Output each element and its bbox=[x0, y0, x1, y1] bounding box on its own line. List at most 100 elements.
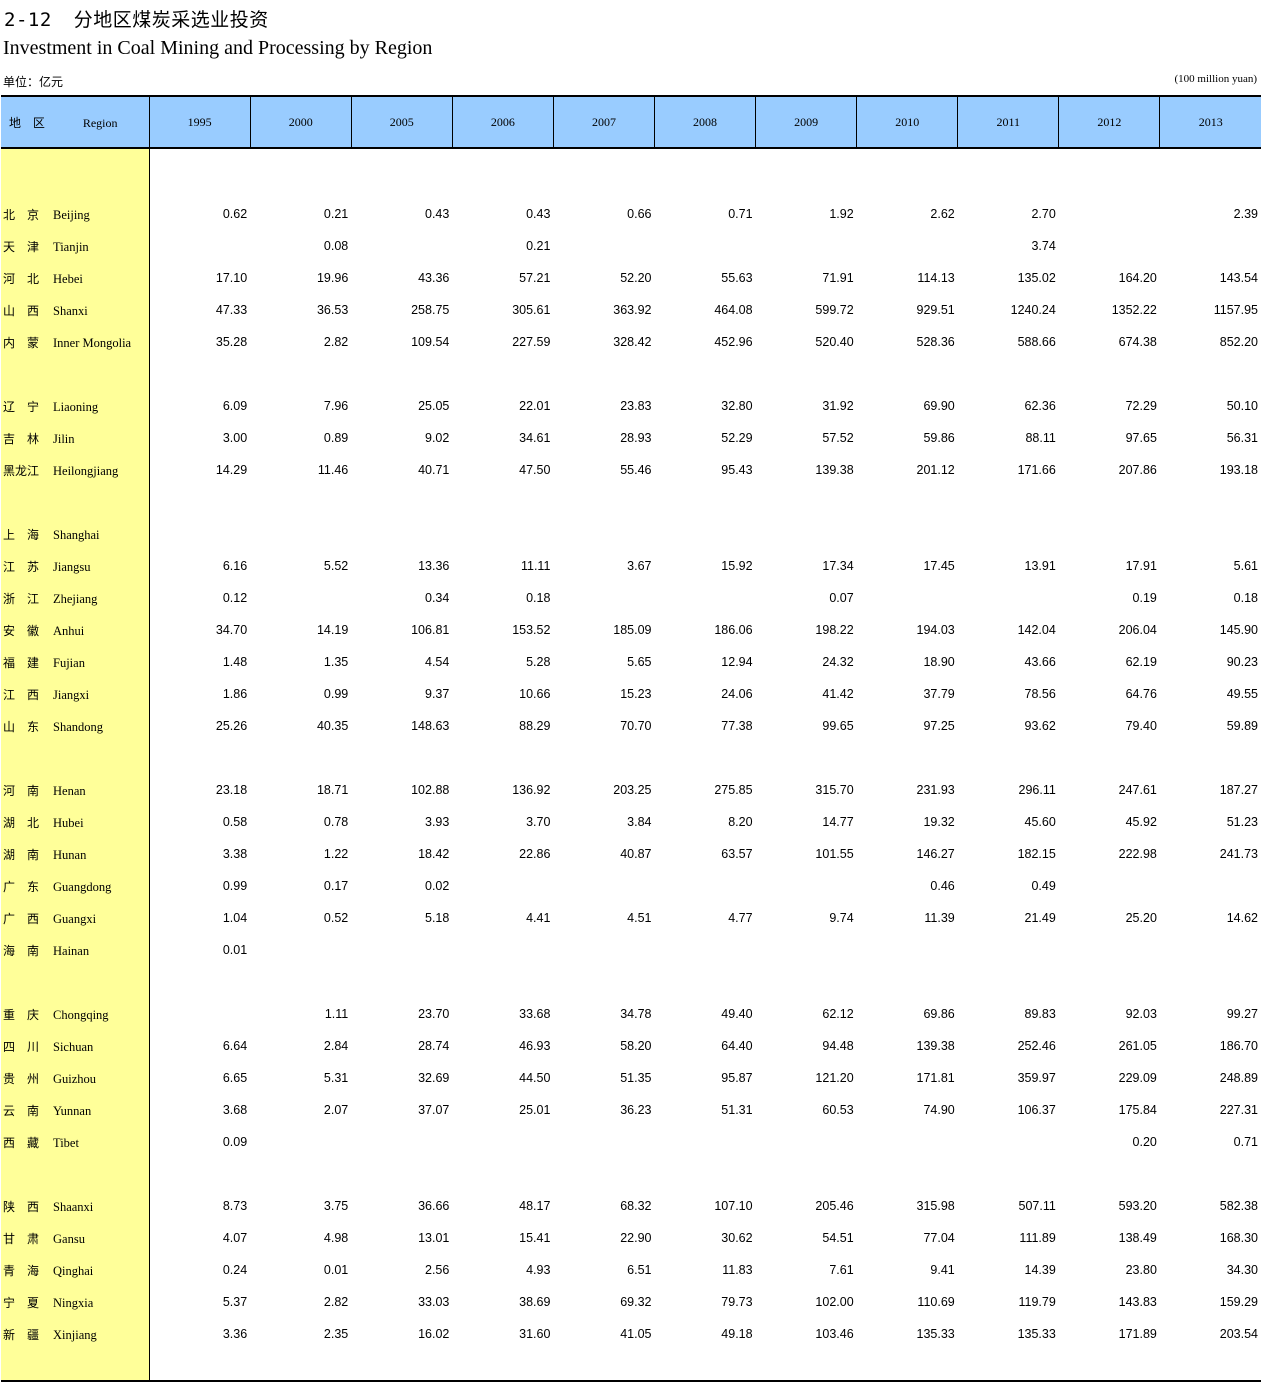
value-cell: 9.02 bbox=[425, 431, 450, 445]
region-name-en: Sichuan bbox=[53, 1039, 94, 1054]
region-name-en: Guizhou bbox=[53, 1071, 97, 1086]
value-cell: 36.23 bbox=[620, 1103, 652, 1117]
value-cell: 72.29 bbox=[1125, 399, 1157, 413]
year-column-header: 1995 bbox=[148, 95, 251, 149]
year-column-header: 2007 bbox=[552, 95, 655, 149]
table-number: 2-12 bbox=[4, 9, 52, 31]
value-cell: 14.39 bbox=[1024, 1263, 1056, 1277]
table-row: 四 川 Sichuan 6.64 2.84 28.74 46.93 58.20 64.40 94… bbox=[1, 1030, 1261, 1062]
value-cell bbox=[452, 934, 553, 966]
value-cell: 5.65 bbox=[627, 655, 652, 669]
value-cell: 205.46 bbox=[815, 1199, 854, 1213]
value-cell: 37.79 bbox=[923, 687, 955, 701]
value-cell bbox=[756, 230, 857, 262]
value-cell: 38.69 bbox=[519, 1295, 551, 1309]
table-row: 甘 肃 Gansu 4.07 4.98 13.01 15.41 22.90 30.62 54.5… bbox=[1, 1222, 1261, 1254]
value-cell bbox=[351, 230, 452, 262]
region-cell: 湖 南 Hunan bbox=[1, 838, 150, 870]
region-name-en: Tianjin bbox=[53, 239, 89, 254]
value-cell: 4.98 bbox=[323, 1231, 349, 1245]
value-cell: 229.09 bbox=[1118, 1071, 1157, 1085]
value-cell: 136.92 bbox=[512, 783, 551, 797]
value-cell: 28.74 bbox=[418, 1039, 450, 1053]
value-cell: 15.92 bbox=[721, 559, 753, 573]
value-cell: 78.56 bbox=[1024, 687, 1056, 701]
table-row: 山 西 Shanxi 47.33 36.53 258.75 305.61 363.92 464… bbox=[1, 294, 1261, 326]
value-cell: 0.71 bbox=[1233, 1135, 1258, 1149]
value-cell: 68.32 bbox=[620, 1199, 652, 1213]
region-cell: 云 南 Yunnan bbox=[1, 1094, 150, 1126]
value-cell bbox=[1059, 518, 1160, 550]
value-cell: 5.61 bbox=[1233, 559, 1258, 573]
value-cell: 146.27 bbox=[916, 847, 955, 861]
value-cell: 14.77 bbox=[822, 815, 854, 829]
value-cell: 0.01 bbox=[222, 943, 248, 957]
value-cell: 5.28 bbox=[526, 655, 551, 669]
region-cell: 重 庆 Chongqing bbox=[1, 998, 150, 1030]
value-cell: 106.37 bbox=[1017, 1103, 1056, 1117]
value-cell: 2.84 bbox=[323, 1039, 349, 1053]
value-cell: 135.33 bbox=[1017, 1327, 1056, 1341]
value-cell: 13.36 bbox=[418, 559, 450, 573]
value-cell: 135.02 bbox=[1017, 271, 1056, 285]
value-cell: 231.93 bbox=[916, 783, 955, 797]
table-title-en: Investment in Coal Mining and Processing… bbox=[3, 37, 433, 59]
value-cell: 62.19 bbox=[1125, 655, 1157, 669]
region-name-en: Shaanxi bbox=[53, 1199, 94, 1214]
value-cell: 119.79 bbox=[1018, 1295, 1056, 1309]
region-name-zh: 江 苏 bbox=[3, 559, 40, 574]
value-cell: 25.05 bbox=[418, 399, 450, 413]
value-cell: 139.38 bbox=[815, 463, 854, 477]
region-name-en: Yunnan bbox=[53, 1103, 92, 1118]
region-cell: 河 北 Hebei bbox=[1, 262, 150, 294]
value-cell: 23.18 bbox=[215, 783, 248, 797]
value-cell bbox=[452, 518, 553, 550]
value-cell: 0.18 bbox=[1233, 591, 1258, 605]
value-cell: 106.81 bbox=[411, 623, 450, 637]
region-name-zh: 陕 西 bbox=[3, 1199, 40, 1214]
region-name-en: Beijing bbox=[53, 207, 90, 222]
value-cell: 23.83 bbox=[620, 399, 652, 413]
value-cell: 171.89 bbox=[1118, 1327, 1157, 1341]
value-cell: 0.02 bbox=[425, 879, 450, 893]
region-cell: 新 疆 Xinjiang bbox=[1, 1318, 150, 1350]
table-row: 宁 夏 Ningxia 5.37 2.82 33.03 38.69 69.32 79.73 10… bbox=[1, 1286, 1261, 1318]
region-cell: 青 海 Qinghai bbox=[1, 1254, 150, 1286]
region-cell-empty bbox=[1, 742, 150, 774]
value-cell: 16.02 bbox=[418, 1327, 450, 1341]
value-cell: 30.62 bbox=[721, 1231, 753, 1245]
value-cell bbox=[655, 1126, 756, 1158]
value-cell bbox=[351, 518, 452, 550]
region-cell: 江 西 Jiangxi bbox=[1, 678, 150, 710]
value-cell: 55.63 bbox=[721, 271, 753, 285]
region-name-zh: 广 西 bbox=[3, 911, 40, 926]
group-spacer-row bbox=[1, 166, 1261, 198]
value-cell bbox=[250, 934, 351, 966]
value-cell bbox=[1160, 870, 1261, 902]
value-cell: 4.41 bbox=[526, 911, 551, 925]
value-cell bbox=[149, 230, 250, 262]
value-cell: 206.04 bbox=[1118, 623, 1157, 637]
value-cell: 2.39 bbox=[1233, 207, 1258, 221]
value-cell: 71.91 bbox=[822, 271, 854, 285]
value-cell: 56.31 bbox=[1226, 431, 1258, 445]
region-cell-empty bbox=[1, 1158, 150, 1190]
region-name-en: Shanghai bbox=[53, 527, 100, 542]
value-cell: 0.43 bbox=[526, 207, 551, 221]
value-cell: 107.10 bbox=[714, 1199, 753, 1213]
value-cell bbox=[655, 230, 756, 262]
table-row: 安 徽 Anhui 34.70 14.19 106.81 153.52 185.09 186.… bbox=[1, 614, 1261, 646]
value-cell: 11.39 bbox=[924, 911, 955, 925]
value-cell: 92.03 bbox=[1125, 1007, 1157, 1021]
region-name-zh: 山 西 bbox=[3, 303, 40, 318]
spacer-cell bbox=[149, 742, 1261, 774]
region-name-zh: 天 津 bbox=[3, 239, 40, 254]
value-cell: 47.33 bbox=[215, 303, 248, 317]
value-cell: 34.30 bbox=[1226, 1263, 1258, 1277]
value-cell: 17.10 bbox=[215, 271, 248, 285]
region-name-en: Jilin bbox=[53, 431, 75, 446]
value-cell: 0.21 bbox=[323, 207, 349, 221]
region-cell-empty bbox=[1, 148, 150, 166]
value-cell bbox=[553, 582, 654, 614]
value-cell: 101.55 bbox=[815, 847, 854, 861]
